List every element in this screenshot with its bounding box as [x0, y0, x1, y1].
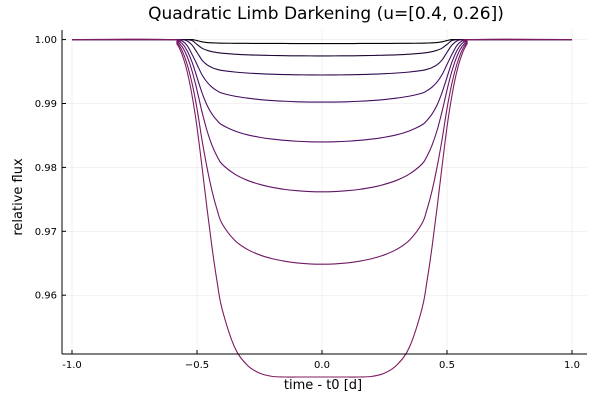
- y-tick-labels: 0.96 0.97 0.98 0.99 1.00: [35, 35, 57, 302]
- y-tick-label: 0.98: [35, 163, 57, 174]
- x-tick-labels: -1.0 −0.5 0.0 0.5 1.0: [62, 360, 580, 371]
- y-tick-label: 0.96: [35, 291, 57, 302]
- axes: [61, 30, 587, 355]
- series-line-5: [71, 38, 573, 143]
- y-tick-label: 1.00: [35, 35, 57, 46]
- y-tick-label: 0.97: [35, 227, 57, 238]
- series-line-1: [71, 38, 572, 45]
- y-axis-label: relative flux: [11, 158, 26, 236]
- series-line-2: [71, 38, 572, 57]
- series-line-8: [71, 38, 573, 378]
- x-axis-label: time - t0 [d]: [284, 378, 362, 393]
- chart-title: Quadratic Limb Darkening (u=[0.4, 0.26]): [148, 4, 504, 24]
- x-tick-label: 1.0: [564, 360, 580, 371]
- series-line-4: [71, 38, 572, 103]
- y-tick-label: 0.99: [35, 99, 57, 110]
- series-lines: [71, 38, 573, 378]
- x-tick-label: 0.0: [314, 360, 330, 371]
- series-line-3: [71, 38, 572, 76]
- series-line-6: [71, 38, 573, 193]
- x-tick-label: 0.5: [439, 360, 455, 371]
- series-line-7: [71, 38, 573, 265]
- x-tick-label: −0.5: [185, 360, 209, 371]
- x-tick-label: -1.0: [62, 360, 82, 371]
